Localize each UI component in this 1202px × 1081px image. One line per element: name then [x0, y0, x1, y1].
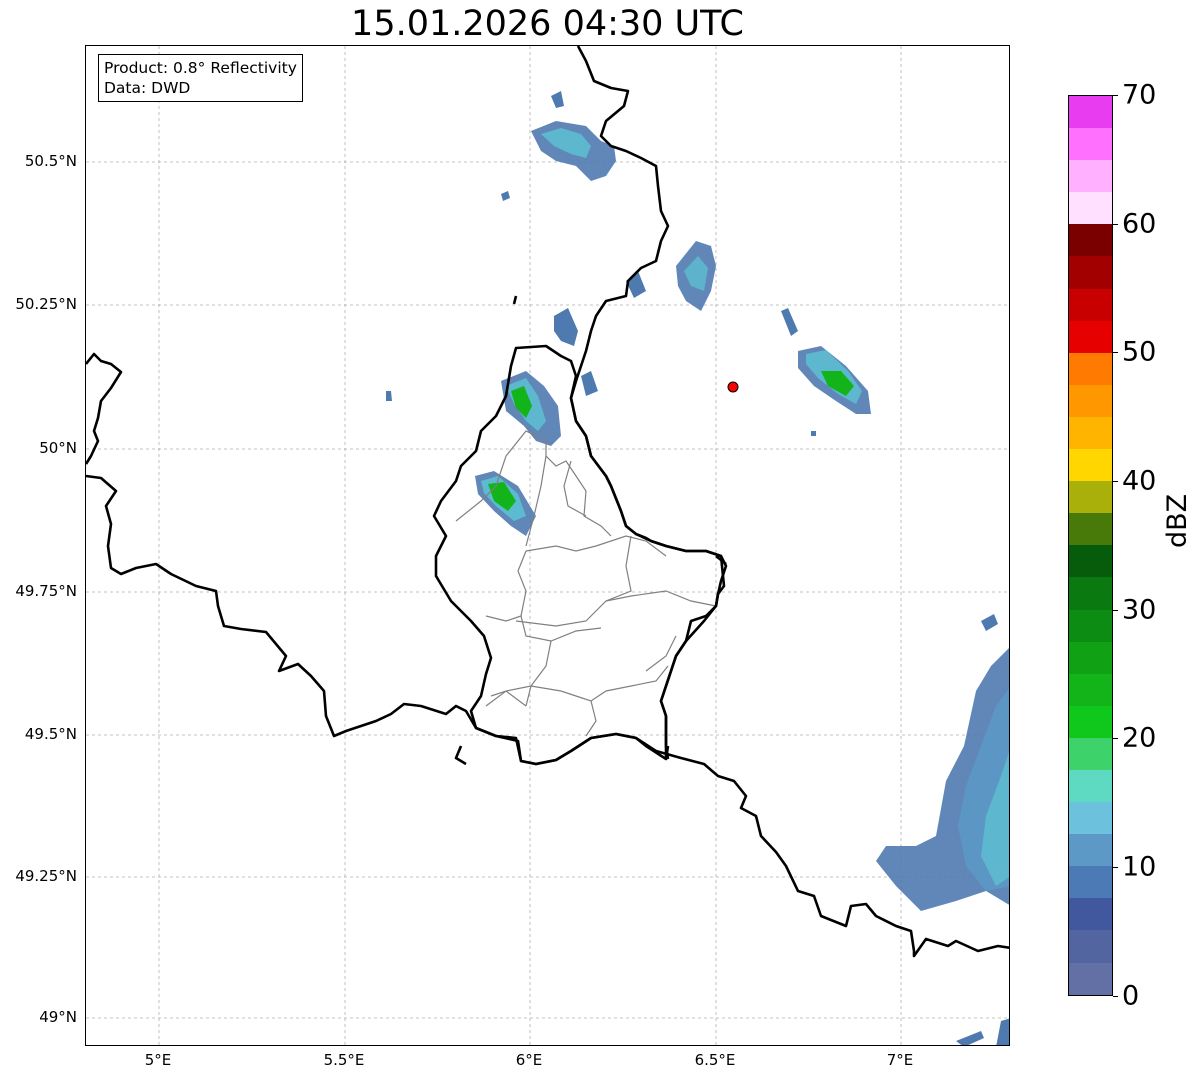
colorbar-segment [1069, 769, 1112, 803]
luxembourg-border [432, 344, 726, 766]
national-borders [86, 46, 1009, 958]
colorbar-tick-label: 70 [1122, 79, 1157, 111]
colorbar-segment [1069, 192, 1112, 225]
lat-label: 49.25°N [15, 867, 77, 885]
colorbar-tick-mark [1113, 95, 1118, 96]
map-canvas [86, 46, 1009, 1045]
admin-borders [455, 430, 717, 737]
colorbar-unit-label: dBZ [1162, 493, 1193, 548]
lon-label: 5.5°E [323, 1051, 365, 1069]
colorbar-segment [1069, 320, 1112, 353]
radar-echoes [386, 91, 1009, 1045]
colorbar-segment [1069, 737, 1112, 770]
colorbar-segment [1069, 128, 1112, 161]
lat-label: 49°N [39, 1008, 77, 1026]
colorbar-tick-mark [1113, 352, 1118, 353]
colorbar-segment [1069, 802, 1112, 835]
colorbar-segment [1069, 930, 1112, 963]
colorbar-tick-label: 60 [1122, 208, 1157, 240]
info-data-source: Data: DWD [104, 79, 191, 97]
gridlines [86, 46, 1009, 1045]
colorbar-tick-mark [1113, 867, 1118, 868]
colorbar-segment [1069, 384, 1112, 417]
colorbar-tick-mark [1113, 996, 1118, 997]
lat-label: 49.5°N [24, 725, 77, 743]
lat-label: 50°N [39, 439, 77, 457]
lon-label: 6.5°E [694, 1051, 736, 1069]
colorbar-segment [1069, 449, 1112, 482]
info-box: Product: 0.8° Reflectivity Data: DWD [98, 54, 303, 102]
colorbar-segment [1069, 705, 1112, 738]
lat-label: 50.5°N [24, 152, 77, 170]
colorbar-tick-label: 40 [1122, 465, 1157, 497]
colorbar-tick-label: 0 [1122, 980, 1140, 1012]
colorbar-segment [1069, 160, 1112, 193]
colorbar-segment [1069, 513, 1112, 546]
colorbar-tick-label: 10 [1122, 851, 1157, 883]
colorbar-segment [1069, 673, 1112, 706]
lon-label: 7°E [886, 1051, 914, 1069]
lat-label: 49.75°N [15, 582, 77, 600]
colorbar-segment [1069, 256, 1112, 289]
radar-site-marker [727, 381, 739, 393]
colorbar-segment [1069, 481, 1112, 514]
colorbar [1068, 95, 1113, 996]
radar-map[interactable] [85, 45, 1010, 1046]
colorbar-segment [1069, 866, 1112, 899]
map-title: 15.01.2026 04:30 UTC [351, 4, 744, 44]
colorbar-tick-label: 30 [1122, 594, 1157, 626]
colorbar-segment [1069, 352, 1112, 385]
colorbar-tick-mark [1113, 738, 1118, 739]
colorbar-segment [1069, 834, 1112, 867]
info-product: Product: 0.8° Reflectivity [104, 59, 297, 77]
colorbar-segment [1069, 416, 1112, 450]
colorbar-segment [1069, 609, 1112, 642]
colorbar-tick-mark [1113, 481, 1118, 482]
colorbar-segment [1069, 288, 1112, 321]
lat-label: 50.25°N [15, 295, 77, 313]
colorbar-tick-mark [1113, 610, 1118, 611]
colorbar-segment [1069, 898, 1112, 931]
colorbar-segment [1069, 962, 1112, 995]
lon-label: 5°E [144, 1051, 172, 1069]
colorbar-tick-label: 50 [1122, 336, 1157, 368]
colorbar-segment [1069, 545, 1112, 578]
colorbar-segment [1069, 224, 1112, 257]
colorbar-tick-mark [1113, 224, 1118, 225]
colorbar-segment [1069, 96, 1112, 129]
colorbar-segment [1069, 577, 1112, 610]
colorbar-segment [1069, 641, 1112, 674]
lon-label: 6°E [515, 1051, 543, 1069]
colorbar-tick-label: 20 [1122, 722, 1157, 754]
